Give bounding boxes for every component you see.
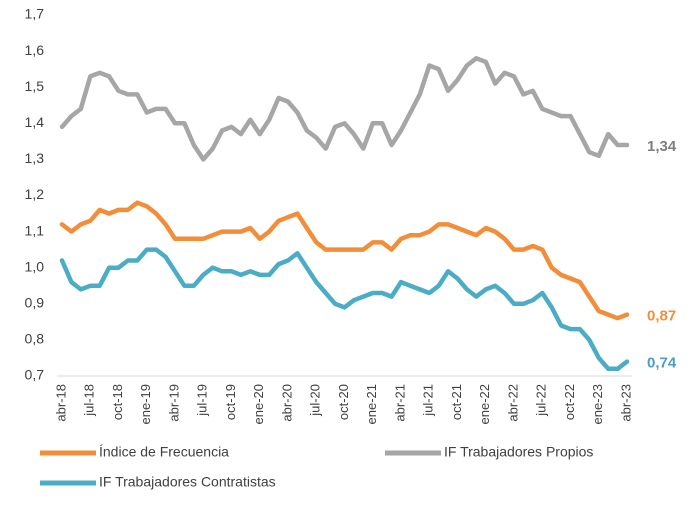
y-tick-label: 1,6 (25, 42, 45, 58)
y-tick-label: 0,8 (25, 331, 45, 347)
x-tick-label: jul-21 (421, 384, 436, 417)
x-tick-label: ene-22 (477, 384, 492, 424)
y-tick-label: 1,1 (25, 222, 45, 238)
y-tick-label: 1,4 (25, 114, 45, 130)
x-tick-label: oct-21 (449, 384, 464, 420)
x-tick-label: abr-18 (53, 384, 68, 422)
x-tick-label: ene-21 (364, 384, 379, 424)
series-line (59, 56, 630, 162)
y-tick-label: 1,5 (25, 78, 45, 94)
y-tick-label: 1,3 (25, 150, 45, 166)
x-tick-label: abr-22 (505, 384, 520, 422)
x-tick-label: ene-19 (138, 384, 153, 424)
series-line (59, 200, 630, 321)
x-tick-label: oct-19 (223, 384, 238, 420)
x-tick-label: jul-19 (195, 384, 210, 417)
x-tick-label: abr-23 (618, 384, 633, 422)
data-label: 0,74 (647, 355, 677, 372)
x-tick-label: abr-19 (166, 384, 181, 422)
y-tick-label: 1,2 (25, 186, 45, 202)
legend-label: Índice de Frecuencia (99, 444, 229, 460)
legend-label: IF Trabajadores Contratistas (99, 474, 276, 490)
y-tick-label: 0,7 (25, 367, 45, 383)
legend: Índice de Frecuencia IF Trabajadores Pro… (40, 444, 593, 490)
x-tick-label: ene-23 (590, 384, 605, 424)
x-tick-label: oct-22 (562, 384, 577, 420)
x-tick-label: jul-18 (82, 384, 97, 417)
y-tick-label: 1,0 (25, 258, 45, 274)
data-label: 1,34 (647, 138, 677, 155)
y-tick-label: 0,9 (25, 295, 45, 311)
x-tick-label: oct-18 (110, 384, 125, 420)
series-line (59, 247, 630, 372)
legend-label: IF Trabajadores Propios (444, 444, 593, 460)
x-tick-label: jul-20 (308, 384, 323, 417)
x-tick-label: ene-20 (251, 384, 266, 424)
x-tick-label: oct-20 (336, 384, 351, 420)
x-tick-label: abr-21 (392, 384, 407, 422)
y-tick-label: 1,7 (25, 6, 45, 22)
x-tick-label: jul-22 (534, 384, 549, 417)
x-tick-label: abr-20 (279, 384, 294, 422)
data-label: 0,87 (647, 308, 676, 325)
